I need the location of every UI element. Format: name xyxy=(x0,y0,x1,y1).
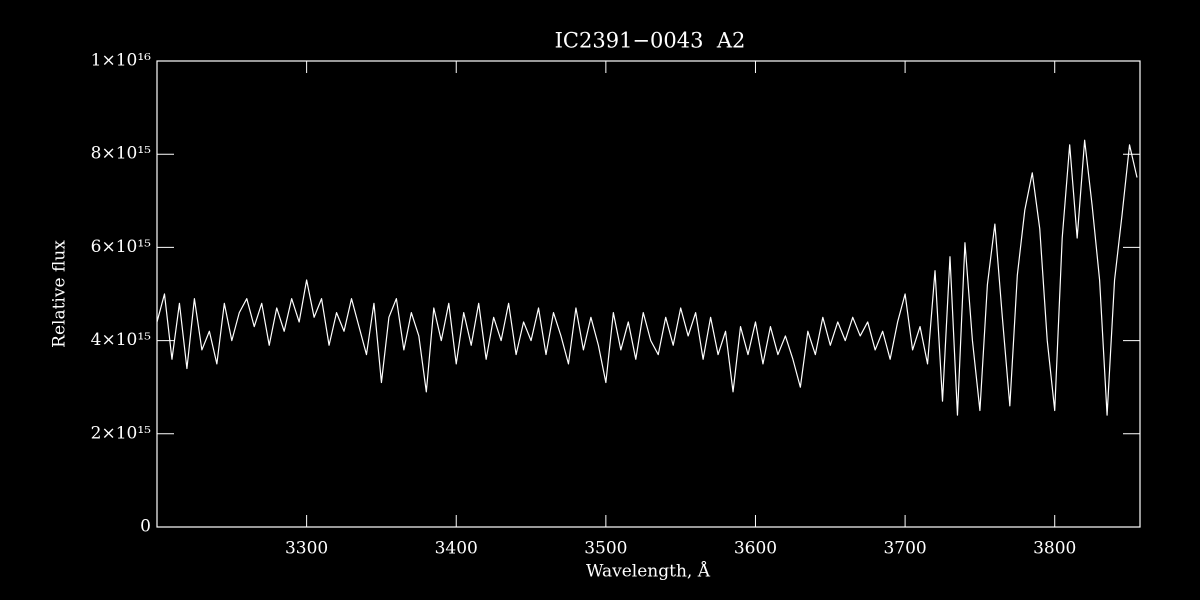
y-tick-label: 2×10¹⁵ xyxy=(91,423,152,443)
x-axis-label: Wavelength, Å xyxy=(586,561,711,582)
x-tick-label: 3400 xyxy=(435,539,478,559)
y-tick-label: 8×10¹⁵ xyxy=(91,144,152,164)
chart-title: IC2391−0043 A2 xyxy=(555,29,746,53)
spectrum-line xyxy=(156,139,1138,416)
y-tick-label: 0 xyxy=(140,517,151,537)
x-tick-label: 3300 xyxy=(285,539,328,559)
x-tick-label: 3500 xyxy=(584,539,627,559)
x-tick-label: 3800 xyxy=(1033,539,1076,559)
y-axis-label: Relative flux xyxy=(50,240,70,348)
y-tick-label: 1×10¹⁶ xyxy=(91,51,152,71)
y-tick-label: 4×10¹⁵ xyxy=(91,330,152,350)
y-tick-label: 6×10¹⁵ xyxy=(91,237,152,257)
x-tick-label: 3700 xyxy=(883,539,926,559)
x-tick-label: 3600 xyxy=(734,539,777,559)
plot-frame xyxy=(156,60,1141,528)
